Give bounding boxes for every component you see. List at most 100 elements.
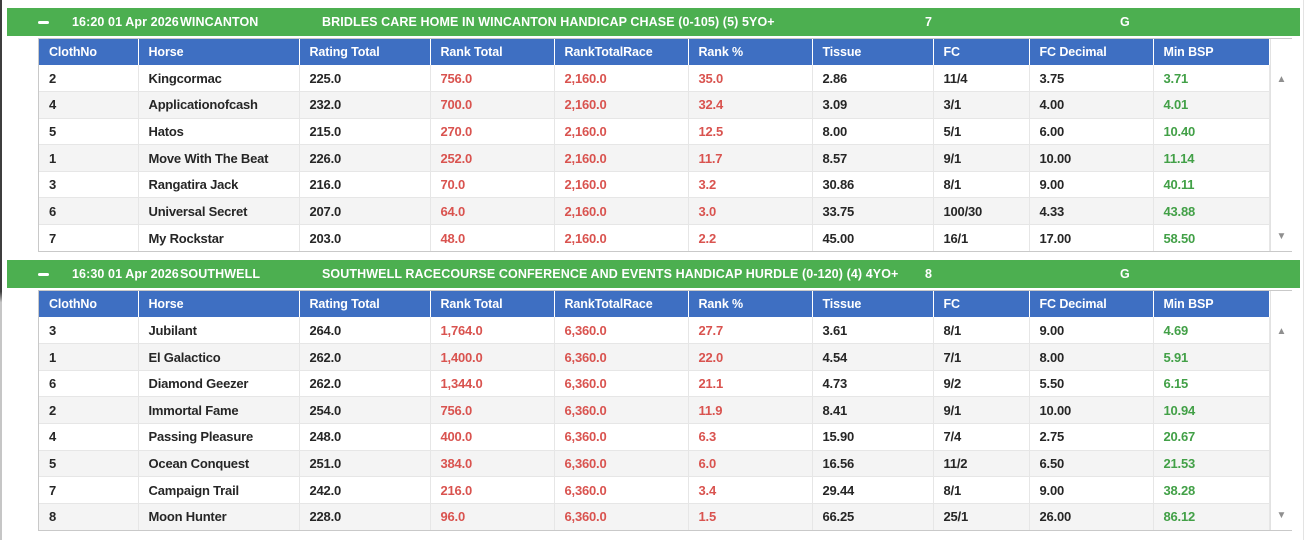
cell-min-bsp: 4.69 <box>1153 317 1270 345</box>
cell-horse: Immortal Fame <box>138 396 300 425</box>
cell-rank: 3.2 <box>688 171 813 199</box>
scroll-up-icon[interactable]: ▲ <box>1276 326 1287 338</box>
race-header-bar[interactable]: 16:20 01 Apr 2026 WINCANTON BRIDLES CARE… <box>7 8 1300 36</box>
cell-tissue: 15.90 <box>812 423 934 451</box>
cell-rank-total: 1,764.0 <box>430 317 555 345</box>
cell-clothno: 3 <box>39 317 139 345</box>
column-header-tissue[interactable]: Tissue <box>812 291 934 318</box>
cell-fc-decimal: 6.50 <box>1029 450 1154 478</box>
table-row[interactable]: 3 Jubilant 264.0 1,764.0 6,360.0 27.7 3.61 8/1 9… <box>39 317 1270 345</box>
cell-min-bsp: 6.15 <box>1153 370 1270 398</box>
column-header-rank-total[interactable]: Rank Total <box>430 39 555 65</box>
collapse-button[interactable] <box>35 266 51 282</box>
cell-min-bsp: 10.40 <box>1153 118 1270 146</box>
cell-rank: 3.4 <box>688 476 813 504</box>
column-header-ranktotalrace[interactable]: RankTotalRace <box>554 39 689 65</box>
cell-tissue: 16.56 <box>812 450 934 478</box>
table-row[interactable]: 6 Universal Secret 207.0 64.0 2,160.0 3.0 33.7… <box>39 197 1270 226</box>
column-header-rank[interactable]: Rank % <box>688 39 813 65</box>
cell-fc-decimal: 10.00 <box>1029 144 1154 172</box>
column-header-rank-total[interactable]: Rank Total <box>430 291 555 318</box>
cell-rank-total: 48.0 <box>430 224 555 252</box>
scroll-up-icon[interactable]: ▲ <box>1276 74 1287 85</box>
cell-min-bsp: 20.67 <box>1153 423 1270 451</box>
column-header-rank[interactable]: Rank % <box>688 291 813 318</box>
column-header-fc-decimal[interactable]: FC Decimal <box>1029 39 1154 65</box>
table-row[interactable]: 2 Kingcormac 225.0 756.0 2,160.0 35.0 2.86 11/4… <box>39 65 1270 93</box>
table-row[interactable]: 8 Moon Hunter 228.0 96.0 6,360.0 1.5 66.25 25/1… <box>39 503 1270 530</box>
cell-rating-total: 251.0 <box>299 450 431 478</box>
race-time: 16:20 01 Apr 2026 <box>72 15 179 29</box>
race-header-bar[interactable]: 16:30 01 Apr 2026 SOUTHWELL SOUTHWELL RA… <box>7 260 1300 289</box>
cell-rank: 21.1 <box>688 370 813 398</box>
vertical-scrollbar[interactable]: ▲ ▼ <box>1269 39 1293 252</box>
table-row[interactable]: 6 Diamond Geezer 262.0 1,344.0 6,360.0 21.1 4.… <box>39 370 1270 398</box>
scroll-down-icon[interactable]: ▼ <box>1276 509 1287 521</box>
table-row[interactable]: 1 Move With The Beat 226.0 252.0 2,160.0 11.7… <box>39 144 1270 172</box>
column-header-horse[interactable]: Horse <box>138 291 300 318</box>
cell-fc-decimal: 3.75 <box>1029 65 1154 93</box>
cell-clothno: 4 <box>39 423 139 451</box>
collapse-button[interactable] <box>35 14 51 30</box>
column-header-rating-total[interactable]: Rating Total <box>299 291 431 318</box>
column-header-fc[interactable]: FC <box>933 291 1030 318</box>
cell-rank: 32.4 <box>688 91 813 119</box>
race-going: G <box>1120 15 1130 29</box>
column-header-horse[interactable]: Horse <box>138 39 300 65</box>
cell-rank-total: 270.0 <box>430 118 555 146</box>
cell-horse: Hatos <box>138 118 300 146</box>
column-header-fc[interactable]: FC <box>933 39 1030 65</box>
table-row[interactable]: 4 Passing Pleasure 248.0 400.0 6,360.0 6.3 15.… <box>39 423 1270 451</box>
race-section: 16:20 01 Apr 2026 WINCANTON BRIDLES CARE… <box>7 8 1300 253</box>
header-row: ClothNo Horse Rating Total Rank Total RankTo… <box>39 39 1269 65</box>
left-scrollbar[interactable] <box>0 0 2 540</box>
cell-fc-decimal: 9.00 <box>1029 476 1154 504</box>
race-field-size: 7 <box>925 15 933 29</box>
column-header-clothno[interactable]: ClothNo <box>39 39 139 65</box>
cell-fc: 9/1 <box>933 396 1030 425</box>
race-title: SOUTHWELL RACECOURSE CONFERENCE AND EVEN… <box>322 267 899 282</box>
table-row[interactable]: 7 Campaign Trail 242.0 216.0 6,360.0 3.4 29.44… <box>39 476 1270 504</box>
column-header-min-bsp[interactable]: Min BSP <box>1153 291 1269 318</box>
cell-tissue: 8.41 <box>812 396 934 425</box>
column-header-clothno[interactable]: ClothNo <box>39 291 139 318</box>
panel-right-border <box>1303 0 1304 540</box>
cell-fc-decimal: 10.00 <box>1029 396 1154 425</box>
race-section: 16:30 01 Apr 2026 SOUTHWELL SOUTHWELL RA… <box>7 260 1300 531</box>
cell-min-bsp: 11.14 <box>1153 144 1270 172</box>
cell-clothno: 3 <box>39 171 139 199</box>
cell-fc-decimal: 6.00 <box>1029 118 1154 146</box>
column-header-min-bsp[interactable]: Min BSP <box>1153 39 1269 65</box>
cell-ranktotalrace: 6,360.0 <box>554 476 689 504</box>
cell-clothno: 2 <box>39 65 139 93</box>
table-row[interactable]: 5 Ocean Conquest 251.0 384.0 6,360.0 6.0 16.56… <box>39 450 1270 478</box>
table-row[interactable]: 2 Immortal Fame 254.0 756.0 6,360.0 11.9 8.41 9… <box>39 396 1270 425</box>
scroll-down-icon[interactable]: ▼ <box>1276 231 1287 243</box>
table-row[interactable]: 1 El Galactico 262.0 1,400.0 6,360.0 22.0 4.54… <box>39 343 1270 371</box>
table-row[interactable]: 4 Applicationofcash 232.0 700.0 2,160.0 32.4 3… <box>39 91 1270 119</box>
cell-rank-total: 96.0 <box>430 503 555 530</box>
cell-min-bsp: 58.50 <box>1153 224 1270 252</box>
cell-tissue: 4.54 <box>812 343 934 371</box>
cell-fc: 9/1 <box>933 144 1030 172</box>
cell-horse: Move With The Beat <box>138 144 300 172</box>
cell-fc: 8/1 <box>933 476 1030 504</box>
vertical-scrollbar[interactable]: ▲ ▼ <box>1269 291 1293 530</box>
cell-rank: 11.7 <box>688 144 813 172</box>
cell-ranktotalrace: 2,160.0 <box>554 144 689 172</box>
cell-ranktotalrace: 2,160.0 <box>554 118 689 146</box>
cell-min-bsp: 4.01 <box>1153 91 1270 119</box>
cell-clothno: 1 <box>39 343 139 371</box>
column-header-ranktotalrace[interactable]: RankTotalRace <box>554 291 689 318</box>
cell-clothno: 7 <box>39 224 139 252</box>
column-header-rating-total[interactable]: Rating Total <box>299 39 431 65</box>
column-header-fc-decimal[interactable]: FC Decimal <box>1029 291 1154 318</box>
table-row[interactable]: 5 Hatos 215.0 270.0 2,160.0 12.5 8.00 5/1 6.00 10… <box>39 118 1270 146</box>
column-header-tissue[interactable]: Tissue <box>812 39 934 65</box>
cell-ranktotalrace: 2,160.0 <box>554 197 689 226</box>
cell-fc-decimal: 9.00 <box>1029 171 1154 199</box>
table-row[interactable]: 3 Rangatira Jack 216.0 70.0 2,160.0 3.2 30.86 8… <box>39 171 1270 199</box>
table-row[interactable]: 7 My Rockstar 203.0 48.0 2,160.0 2.2 45.00 16/1… <box>39 224 1270 252</box>
cell-rank-total: 1,400.0 <box>430 343 555 371</box>
race-course: WINCANTON <box>180 15 259 29</box>
